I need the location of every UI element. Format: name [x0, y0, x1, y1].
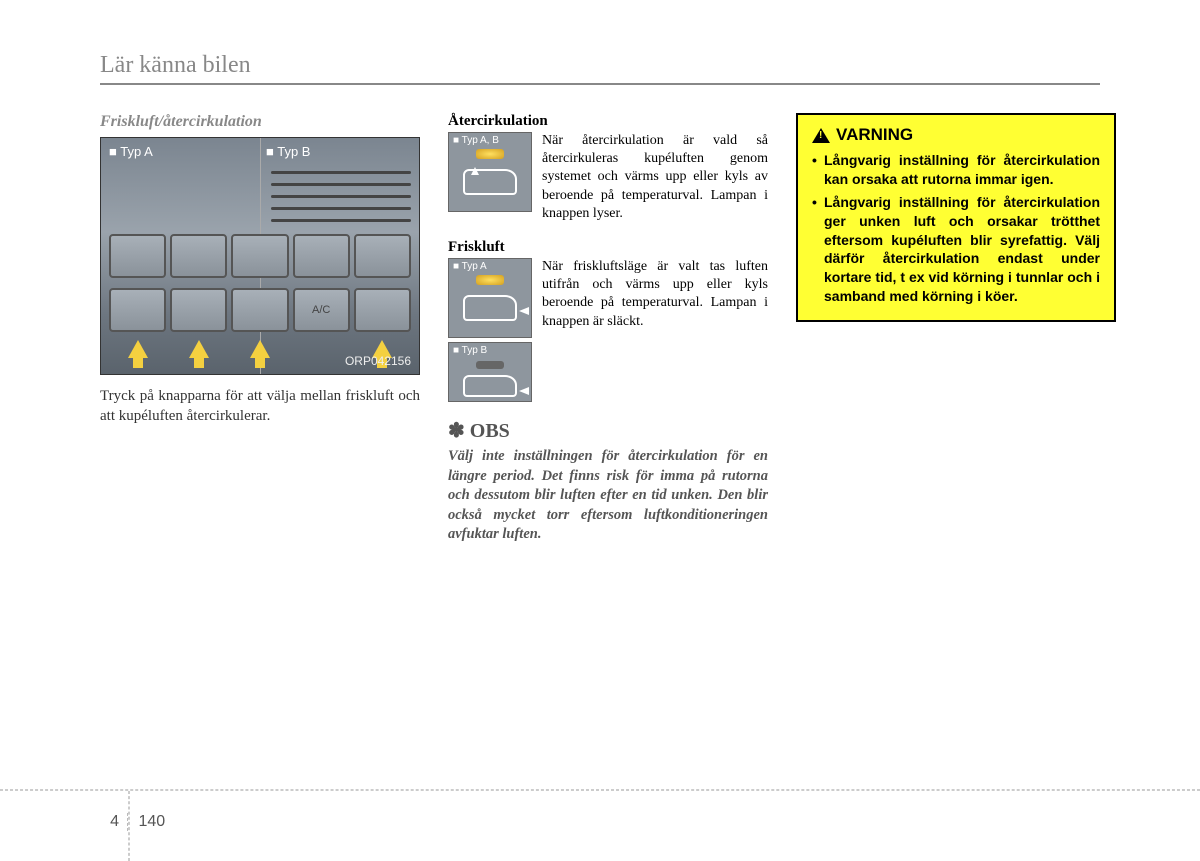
recirc-row: ■ Typ A, B När återcirkulation är vald s…	[448, 132, 768, 223]
mode-button	[231, 234, 288, 278]
fresh-row: ■ Typ A ■ Typ B När friskluftsläge är va…	[448, 258, 768, 402]
obs-star-icon: ✽	[448, 420, 465, 442]
page-header: Lär känna bilen	[100, 52, 1100, 85]
ac-button: A/C	[293, 288, 350, 332]
photo-label-typ-a: ■ Typ A	[109, 144, 153, 159]
column-3: VARNING Långvarig inställning för återci…	[796, 113, 1116, 545]
obs-heading: ✽ OBS	[448, 418, 768, 443]
fresh-heading: Friskluft	[448, 239, 768, 256]
mode-button	[293, 234, 350, 278]
fresh-text: När friskluftsläge är valt tas luften ut…	[542, 258, 768, 402]
fresh-icon-box-a: ■ Typ A	[448, 258, 532, 338]
recirc-heading: Återcirkulation	[448, 113, 768, 130]
arrow-icon	[250, 340, 270, 358]
page-number: 140	[138, 813, 165, 830]
led-off-icon	[476, 361, 504, 369]
crop-line	[128, 791, 130, 861]
button-row-bottom: A/C	[109, 288, 411, 332]
car-recirc-icon	[463, 169, 517, 195]
button-row-top	[109, 234, 411, 278]
warning-label: VARNING	[836, 125, 913, 145]
crop-line	[0, 789, 1200, 791]
led-on-icon	[476, 275, 504, 285]
fresh-icon-stack: ■ Typ A ■ Typ B	[448, 258, 532, 402]
icon-label: ■ Typ A	[453, 261, 487, 272]
icon-label: ■ Typ A, B	[453, 135, 499, 146]
column-2: Återcirkulation ■ Typ A, B När återcirku…	[448, 113, 768, 545]
recirc-text: När återcirkulation är vald så återcirku…	[542, 132, 768, 223]
page-footer: 4 140	[100, 813, 165, 831]
warning-list: Långvarig inställning för återcirkulatio…	[812, 151, 1100, 306]
warning-item: Långvarig inställning för återcirkulatio…	[812, 151, 1100, 189]
obs-body: Välj inte inställningen för återcirkulat…	[448, 447, 768, 545]
icon-label: ■ Typ B	[453, 345, 487, 356]
arrow-icon	[128, 340, 148, 358]
caption-text: Tryck på knapparna för att välja mellan …	[100, 387, 420, 426]
dashboard-photo: ■ Typ A ■ Typ B A/C ORP042156	[100, 137, 420, 375]
mode-button	[170, 234, 227, 278]
warning-box: VARNING Långvarig inställning för återci…	[796, 113, 1116, 322]
car-fresh-icon	[463, 295, 517, 321]
mode-button	[109, 234, 166, 278]
column-1: Friskluft/återcirkulation ■ Typ A ■ Typ …	[100, 113, 420, 545]
fresh-icon-box-b: ■ Typ B	[448, 342, 532, 402]
section-title-friskluft: Friskluft/återcirkulation	[100, 113, 420, 131]
led-on-icon	[476, 149, 504, 159]
vent-grille	[271, 166, 411, 226]
recirc-button	[170, 288, 227, 332]
section-number: 4	[100, 813, 128, 831]
warning-item: Långvarig inställning för återcirkulatio…	[812, 193, 1100, 306]
photo-code: ORP042156	[345, 354, 411, 368]
recirc-button	[354, 288, 411, 332]
car-fresh-icon	[463, 375, 517, 397]
content-columns: Friskluft/återcirkulation ■ Typ A ■ Typ …	[100, 113, 1100, 545]
obs-label: OBS	[470, 420, 510, 442]
recirc-icon-box: ■ Typ A, B	[448, 132, 532, 212]
photo-label-typ-b: ■ Typ B	[266, 144, 310, 159]
fresh-button	[231, 288, 288, 332]
warning-title: VARNING	[812, 125, 1100, 145]
warning-triangle-icon	[812, 128, 830, 143]
mode-button	[354, 234, 411, 278]
recirc-button	[109, 288, 166, 332]
arrow-icon	[189, 340, 209, 358]
